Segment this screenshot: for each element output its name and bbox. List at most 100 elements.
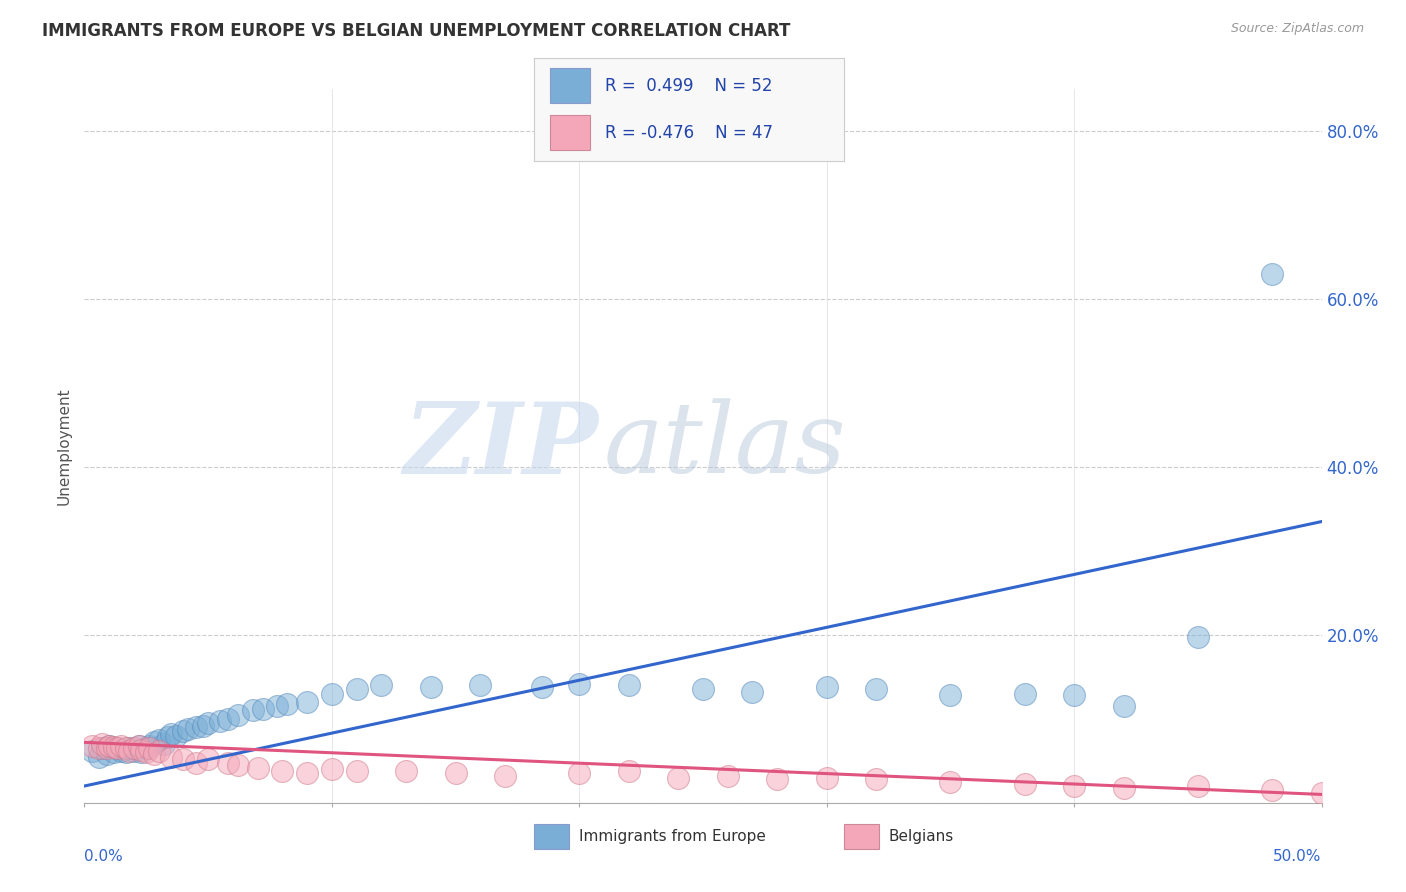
Text: 50.0%: 50.0% [1274,849,1322,864]
Point [217,712,239,726]
Point [617,678,640,692]
Point [129,746,152,760]
Point [226,707,249,722]
Point [568,766,591,780]
Point [321,762,343,776]
Text: ZIP: ZIP [404,398,598,494]
Point [209,714,232,728]
Point [865,682,887,697]
Point [568,676,591,690]
Text: Source: ZipAtlas.com: Source: ZipAtlas.com [1230,22,1364,36]
Point [1187,779,1209,793]
Point [197,752,219,766]
Point [692,682,714,697]
Point [1063,779,1085,793]
Point [766,772,789,787]
Point [184,720,207,734]
Point [138,741,160,756]
Point [370,678,392,692]
Point [96,747,118,761]
Point [226,758,249,772]
Point [531,680,554,694]
Bar [550,115,591,150]
Text: atlas: atlas [605,399,846,493]
Point [115,746,138,760]
Point [129,743,152,757]
Point [135,741,157,756]
Point [160,727,183,741]
Point [444,766,467,780]
Point [419,680,441,694]
Point [666,771,689,785]
Text: Belgians: Belgians [889,830,953,844]
Bar [550,69,591,103]
Point [1014,777,1036,791]
Point [172,752,194,766]
Point [246,760,269,774]
Point [142,735,165,749]
Point [110,739,132,753]
Point [105,741,128,756]
Point [1310,786,1333,800]
Point [1360,788,1382,802]
Point [815,680,838,694]
Point [157,731,180,745]
Point [815,771,838,785]
Point [148,744,170,758]
Point [1261,783,1284,797]
Point [741,685,763,699]
Point [217,756,239,770]
Point [122,744,145,758]
Point [110,744,132,758]
Point [1014,687,1036,701]
Point [89,741,111,756]
Point [90,741,112,756]
Point [939,689,962,703]
Point [103,740,125,755]
Point [346,764,368,778]
Point [89,749,111,764]
Point [295,695,318,709]
Text: R =  0.499    N = 52: R = 0.499 N = 52 [606,77,773,95]
Point [346,682,368,697]
Point [177,722,200,736]
Point [105,741,128,756]
Point [1261,267,1284,281]
Point [103,746,125,760]
Point [295,766,318,780]
Point [276,697,298,711]
Point [118,744,141,758]
Point [1112,699,1135,714]
Point [184,756,207,770]
Point [1063,689,1085,703]
Text: Immigrants from Europe: Immigrants from Europe [579,830,766,844]
Point [865,772,887,787]
Point [939,774,962,789]
Point [172,724,194,739]
Point [98,739,121,753]
Point [135,746,157,760]
Text: IMMIGRANTS FROM EUROPE VS BELGIAN UNEMPLOYMENT CORRELATION CHART: IMMIGRANTS FROM EUROPE VS BELGIAN UNEMPL… [42,22,790,40]
Point [197,716,219,731]
Point [395,764,418,778]
Y-axis label: Unemployment: Unemployment [56,387,72,505]
Point [122,741,145,756]
Point [128,739,150,753]
Point [138,739,160,753]
Point [242,703,264,717]
Point [128,739,150,753]
Point [617,764,640,778]
Text: 0.0%: 0.0% [84,849,124,864]
Point [165,729,187,743]
Point [470,678,492,692]
Point [191,718,214,732]
Point [152,737,174,751]
Point [1112,780,1135,795]
Point [266,699,288,714]
Point [115,741,138,756]
Point [321,687,343,701]
Point [80,744,103,758]
Point [1187,630,1209,644]
Point [90,737,112,751]
Point [142,747,165,761]
